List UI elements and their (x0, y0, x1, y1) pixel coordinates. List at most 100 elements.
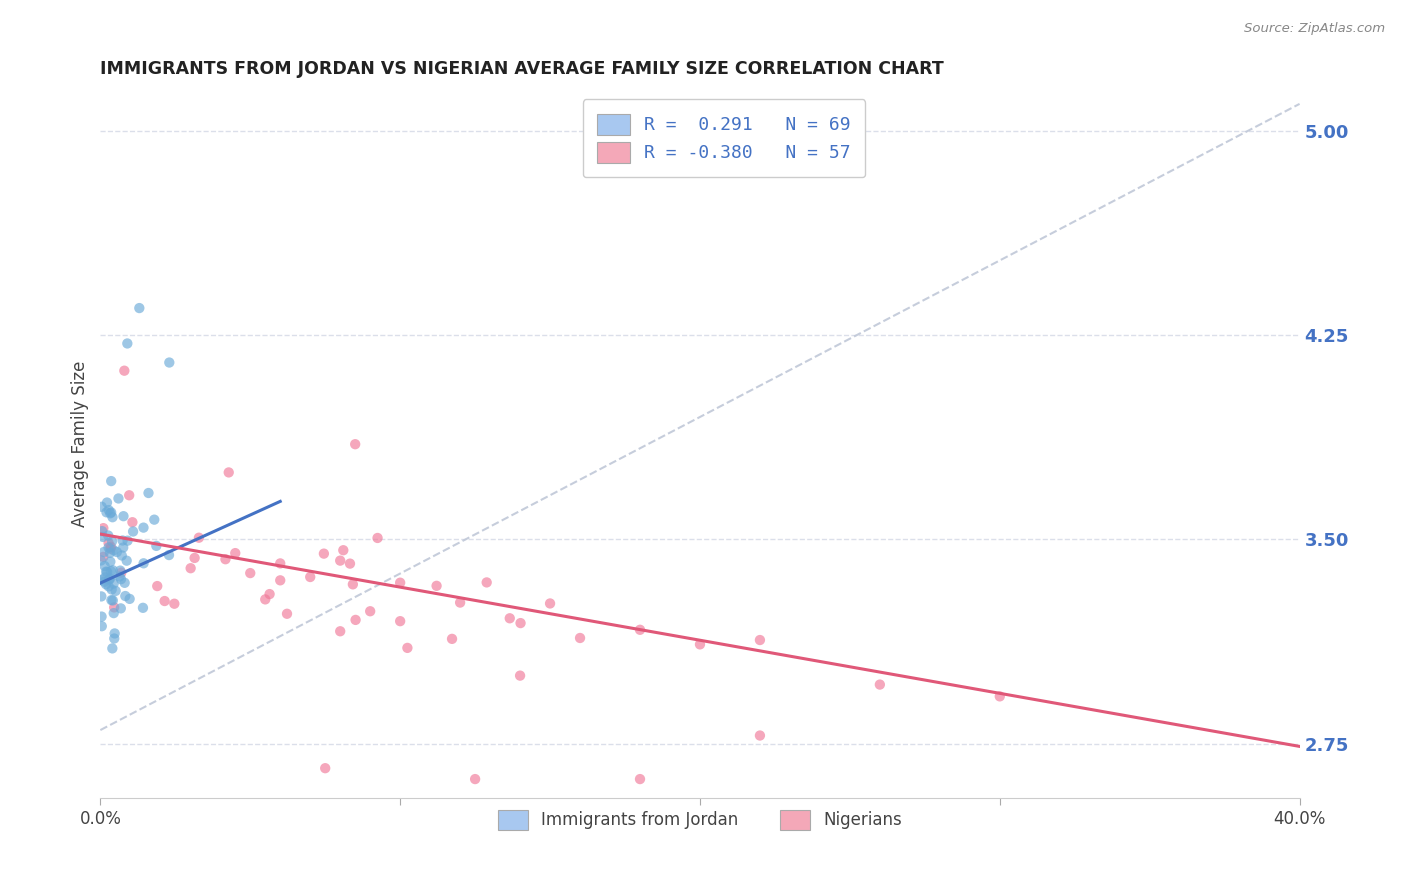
Point (101, 563, 124, 577)
Point (499, 611, 522, 625)
Point (98, 506, 121, 520)
Point (112, 541, 135, 555)
Point (97, 503, 120, 517)
Point (97, 579, 120, 593)
Point (93, 521, 115, 535)
Text: Source: ZipAtlas.com: Source: ZipAtlas.com (1244, 22, 1385, 36)
Point (100, 541, 122, 556)
Point (93, 574, 115, 589)
Point (299, 570, 322, 584)
Point (110, 601, 132, 615)
Point (359, 604, 381, 618)
Point (93, 559, 115, 574)
Point (259, 587, 281, 601)
Point (100, 582, 122, 597)
Point (239, 566, 262, 580)
Point (132, 600, 155, 615)
Point (101, 534, 124, 549)
Point (103, 632, 125, 646)
Point (254, 592, 277, 607)
Point (91, 530, 114, 544)
Point (103, 600, 125, 615)
Point (344, 613, 367, 627)
Point (98, 546, 121, 560)
Point (157, 355, 180, 369)
Point (93, 545, 115, 559)
Point (342, 577, 364, 591)
Point (96, 495, 118, 509)
Point (426, 579, 449, 593)
Y-axis label: Average Family Size: Average Family Size (72, 361, 89, 527)
Point (111, 549, 134, 563)
Point (509, 616, 531, 631)
Point (111, 533, 134, 548)
Point (132, 557, 155, 571)
Point (157, 548, 180, 562)
Point (94, 570, 117, 584)
Point (103, 543, 125, 558)
Point (97, 528, 120, 542)
Point (214, 552, 236, 566)
Point (312, 547, 335, 561)
Point (163, 597, 186, 611)
Point (183, 550, 205, 565)
Point (276, 607, 298, 621)
Point (90, 553, 112, 567)
Point (110, 564, 132, 578)
Point (104, 583, 127, 598)
Point (94, 577, 117, 591)
Point (118, 488, 141, 502)
Point (396, 640, 419, 655)
Point (332, 543, 354, 558)
Legend: Immigrants from Jordan, Nigerians: Immigrants from Jordan, Nigerians (485, 797, 915, 843)
Point (367, 531, 389, 545)
Point (100, 474, 122, 488)
Point (100, 505, 122, 519)
Point (153, 594, 176, 608)
Point (101, 641, 124, 656)
Point (988, 690, 1011, 704)
Point (104, 626, 127, 640)
Point (538, 597, 561, 611)
Point (628, 623, 651, 637)
Point (441, 632, 464, 646)
Point (464, 772, 486, 786)
Point (96, 565, 118, 579)
Point (115, 554, 138, 568)
Point (122, 524, 145, 539)
Point (146, 579, 169, 593)
Point (98, 555, 121, 569)
Point (143, 513, 166, 527)
Point (218, 466, 240, 480)
Point (110, 572, 132, 586)
Point (269, 557, 291, 571)
Point (187, 531, 209, 545)
Point (117, 336, 139, 351)
Point (98, 572, 121, 586)
Point (97, 536, 120, 550)
Point (449, 596, 471, 610)
Point (509, 668, 531, 682)
Point (103, 606, 125, 620)
Point (269, 574, 291, 588)
Point (329, 554, 352, 568)
Point (98, 573, 121, 587)
Point (90, 619, 112, 633)
Point (110, 566, 132, 580)
Point (90, 590, 112, 604)
Point (90, 609, 112, 624)
Point (689, 637, 711, 651)
Point (100, 540, 122, 554)
Point (97, 541, 120, 555)
Point (389, 575, 412, 590)
Point (869, 677, 891, 691)
Point (91, 524, 114, 538)
Point (138, 486, 160, 500)
Point (748, 729, 770, 743)
Point (96, 505, 118, 519)
Point (339, 557, 361, 571)
Point (329, 624, 352, 639)
Point (748, 633, 770, 648)
Point (100, 564, 122, 578)
Point (101, 593, 124, 607)
